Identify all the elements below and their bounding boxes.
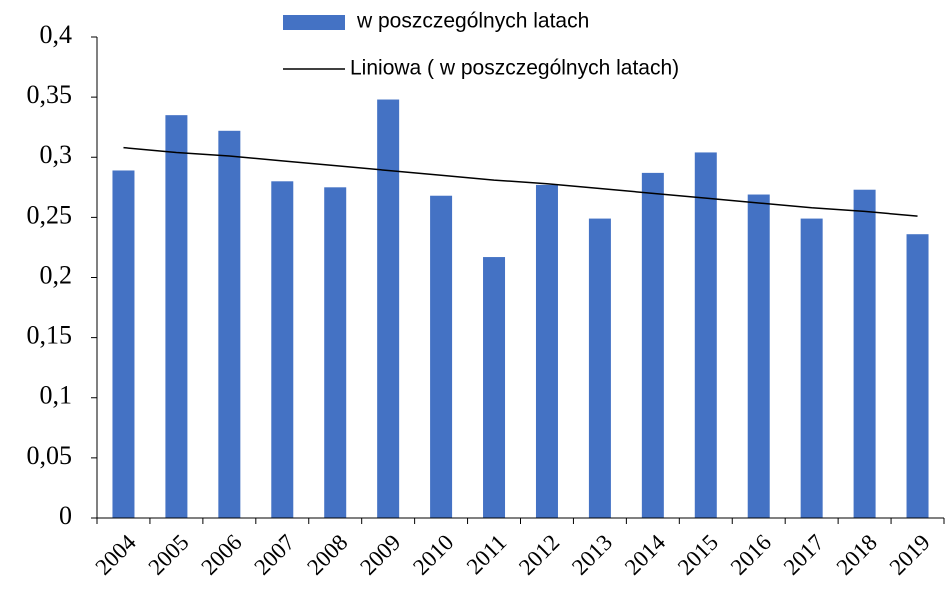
x-tick-label: 2012 xyxy=(514,530,564,580)
bar xyxy=(747,194,770,518)
x-tick-label: 2008 xyxy=(302,530,352,580)
bar xyxy=(588,218,611,518)
y-tick-label: 0,2 xyxy=(40,260,73,289)
bar xyxy=(430,195,453,519)
y-tick-label: 0,4 xyxy=(40,20,73,49)
x-tick-label: 2007 xyxy=(249,530,299,580)
x-tick-label: 2004 xyxy=(91,529,142,580)
x-tick-label: 2018 xyxy=(832,530,882,580)
bar xyxy=(535,184,558,518)
y-tick-label: 0,05 xyxy=(27,441,73,470)
y-tick-label: 0,35 xyxy=(27,80,73,109)
x-tick-label: 2006 xyxy=(196,530,246,580)
x-tick-label: 2010 xyxy=(408,530,458,580)
y-tick-label: 0,15 xyxy=(27,321,73,350)
x-tick-label: 2016 xyxy=(726,530,776,580)
bar xyxy=(324,187,347,518)
y-tick-label: 0 xyxy=(59,501,72,530)
bar xyxy=(483,257,506,518)
bar xyxy=(112,170,135,519)
x-tick-label: 2014 xyxy=(620,529,671,580)
x-tick-label: 2017 xyxy=(779,530,829,580)
bar xyxy=(165,115,188,518)
legend-label: Liniowa ( w poszczególnych latach) xyxy=(350,57,679,80)
y-tick-label: 0,3 xyxy=(40,140,73,169)
x-tick-label: 2011 xyxy=(462,530,512,580)
legend-label: w poszczególnych latach xyxy=(356,10,589,33)
bar xyxy=(218,130,241,519)
y-tick-label: 0,1 xyxy=(40,381,73,410)
bar xyxy=(377,99,400,518)
x-tick-label: 2009 xyxy=(355,530,405,580)
x-tick-label: 2005 xyxy=(143,530,193,580)
bar xyxy=(906,234,929,518)
trend-line xyxy=(123,146,918,217)
legend-swatch xyxy=(283,15,345,30)
x-tick-label: 2019 xyxy=(885,530,935,580)
bar xyxy=(853,189,876,518)
bar xyxy=(800,218,823,518)
bar xyxy=(641,172,664,518)
x-tick-label: 2013 xyxy=(567,530,617,580)
y-tick-label: 0,25 xyxy=(27,200,73,229)
x-tick-label: 2015 xyxy=(673,530,723,580)
bar xyxy=(271,181,294,519)
bar xyxy=(694,152,717,518)
